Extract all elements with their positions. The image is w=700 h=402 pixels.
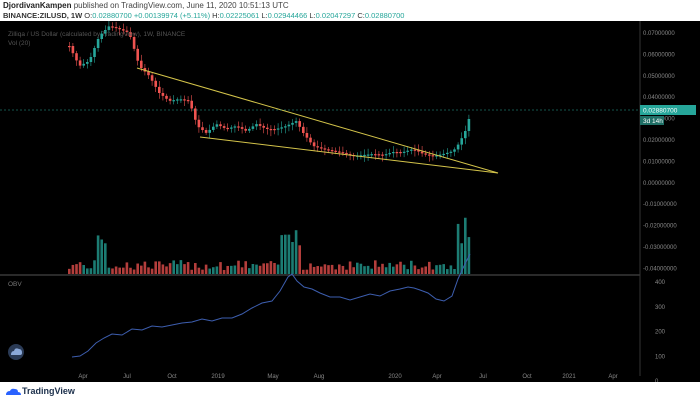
price-tick-label: -0.04000000 — [643, 266, 677, 272]
low-label-2: L: — [309, 11, 316, 20]
close-value: 0.02880700 — [364, 11, 405, 20]
candlestick-series — [68, 20, 471, 162]
time-tick-label: Apr — [608, 374, 617, 380]
obv-axis[interactable]: 4003002001000 — [655, 280, 666, 385]
chart-area[interactable]: Zilliqa / US Dollar (calculated by Tradi… — [0, 20, 700, 385]
author-name[interactable]: DjordivanKampen — [3, 1, 72, 10]
current-price-tag — [640, 105, 696, 115]
obv-tick-label: 200 — [655, 330, 666, 336]
trendline-upper[interactable] — [136, 67, 499, 174]
current-price-value: 0.02880700 — [643, 108, 678, 115]
publish-info: published on TradingView.com, June 11, 2… — [73, 1, 289, 10]
obv-line — [71, 253, 471, 358]
price-tick-label: 0.07000000 — [643, 31, 675, 37]
publish-line: DjordivanKampen published on TradingView… — [3, 1, 289, 10]
time-tick-label: Aug — [314, 374, 325, 380]
time-tick-label: 2020 — [388, 374, 402, 380]
time-tick-label: 2019 — [211, 374, 225, 380]
open-value: 0.02880700 — [92, 11, 132, 20]
time-axis[interactable]: Apr Jul Oct 2019 May Aug 2020 Apr Jul Oct 2021 Apr — [78, 374, 617, 380]
high-label: H: — [212, 11, 220, 20]
open-label: O: — [84, 11, 93, 20]
low-value-1: 0.02944466 — [267, 11, 308, 20]
price-tick-label: 0.06000000 — [643, 52, 675, 58]
footer-bar: TradingView — [0, 382, 700, 402]
obv-tick-label: 400 — [655, 280, 666, 286]
time-tick-label: 2021 — [562, 374, 576, 380]
price-tick-label: 0.04000000 — [643, 95, 675, 101]
time-tick-label: Jul — [479, 374, 487, 380]
time-tick-label: Jul — [123, 374, 131, 380]
pane-title: Zilliqa / US Dollar (calculated by Tradi… — [8, 31, 186, 38]
volume-label: Vol (20) — [8, 40, 30, 47]
change-value: +0.00139974 (+5.11%) — [133, 11, 211, 20]
low-value-2: 0.02047297 — [315, 11, 356, 20]
ohlc-line: BINANCE:ZILUSD, 1W O:0.02880700 +0.00139… — [3, 11, 404, 20]
time-tick-label: Apr — [78, 374, 87, 380]
obv-tick-label: 100 — [655, 354, 666, 360]
time-tick-label: May — [267, 374, 278, 380]
price-axis[interactable]: 0.07000000 0.06000000 0.05000000 0.04000000… — [643, 31, 677, 272]
price-tick-label: 0.05000000 — [643, 74, 675, 80]
close-label: C: — [357, 11, 365, 20]
low-label: L: — [261, 11, 268, 20]
tradingview-logo-icon[interactable] — [5, 387, 23, 397]
obv-label: OBV — [8, 281, 22, 288]
brand-label[interactable]: TradingView — [22, 386, 75, 396]
price-tick-label: -0.01000000 — [643, 202, 677, 208]
obv-tick-label: 300 — [655, 305, 666, 311]
price-chart[interactable]: Zilliqa / US Dollar (calculated by Tradi… — [0, 20, 700, 385]
trendline-lower[interactable] — [199, 136, 499, 174]
price-tick-label: -0.03000000 — [643, 245, 677, 251]
countdown-value: 3d 14h — [643, 118, 663, 125]
price-tick-label: 0.02000000 — [643, 138, 675, 144]
time-tick-label: Oct — [167, 374, 177, 380]
price-tick-label: 0.00000000 — [643, 181, 675, 187]
time-tick-label: Oct — [522, 374, 532, 380]
time-tick-label: Apr — [432, 374, 441, 380]
countdown-tag — [640, 116, 664, 125]
high-value: 0.02225061 — [219, 11, 260, 20]
symbol-label: BINANCE:ZILUSD, 1W — [3, 11, 83, 20]
cloud-icon[interactable] — [8, 344, 24, 360]
chart-header: DjordivanKampen published on TradingView… — [0, 0, 700, 21]
volume-series — [68, 217, 471, 274]
price-tick-label: -0.02000000 — [643, 224, 677, 230]
price-tick-label: 0.01000000 — [643, 159, 675, 165]
